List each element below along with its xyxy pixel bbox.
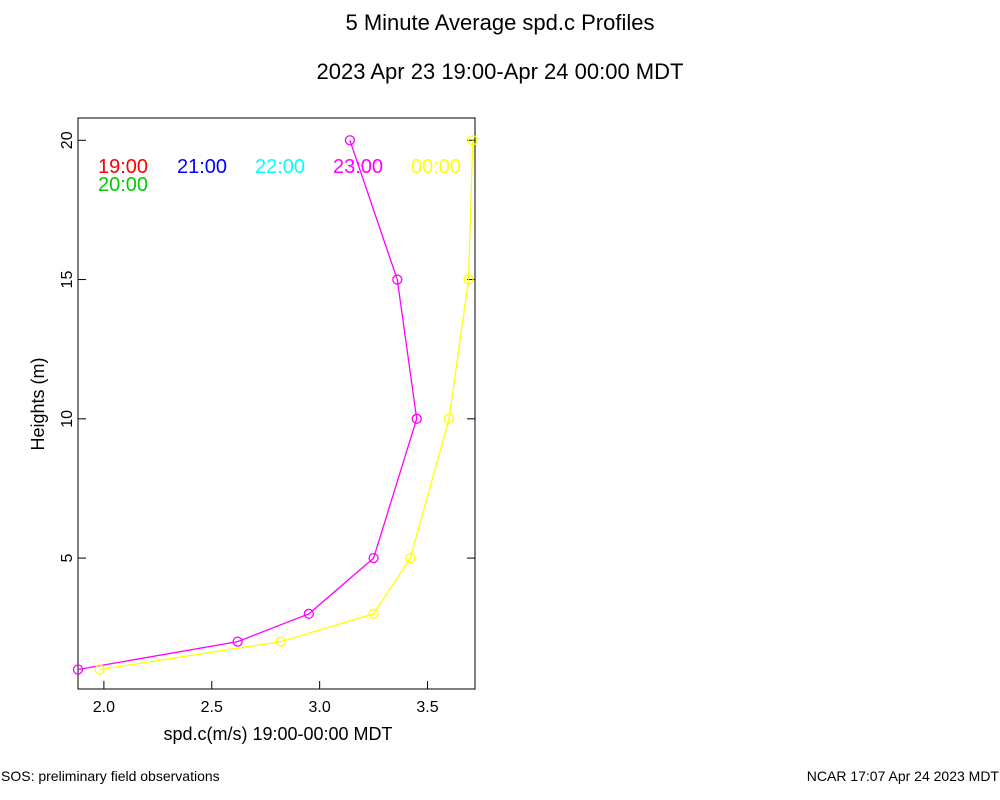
y-tick-label: 5	[59, 554, 76, 563]
series-1-point-1	[275, 636, 286, 647]
series-layer	[72, 135, 478, 675]
legend-entry-2: 22:00	[255, 156, 305, 178]
series-0-point-6	[344, 135, 356, 146]
chart-subtitle: 2023 Apr 23 19:00-Apr 24 00:00 MDT	[317, 59, 684, 84]
legend: 19:00 21:00 22:00 23:00 00:00 20:00	[98, 156, 461, 196]
x-tick-label: 2.5	[201, 699, 223, 716]
x-axis-label: spd.c(m/s) 19:00-00:00 MDT	[163, 724, 392, 744]
series-line-0	[77, 140, 418, 671]
series-0-point-1	[232, 636, 243, 647]
chart-title: 5 Minute Average spd.c Profiles	[346, 10, 655, 35]
series-1-point-2	[368, 608, 379, 619]
series-1-point-0	[94, 664, 105, 675]
series-0-point-0	[72, 664, 84, 675]
legend-entry-0: 19:00	[98, 156, 148, 178]
y-tick-label: 10	[59, 410, 76, 428]
series-0-point-5	[392, 274, 403, 285]
plot-frame	[77, 117, 476, 690]
y-tick-label: 15	[59, 271, 76, 289]
legend-entry-5: 20:00	[98, 174, 148, 196]
series-1-point-3	[405, 552, 416, 564]
x-tick-label: 3.5	[416, 699, 438, 716]
series-0-point-3	[368, 552, 379, 564]
legend-entry-1: 21:00	[177, 156, 227, 178]
y-tick-label: 20	[59, 131, 76, 149]
x-tick-label: 2.0	[93, 699, 115, 716]
series-0-point-2	[303, 608, 315, 619]
series-1-point-6	[467, 135, 478, 146]
y-axis-label: Heights (m)	[28, 357, 48, 450]
footer-right: NCAR 17:07 Apr 24 2023 MDT	[807, 768, 1000, 784]
x-axis-ticks: 2.0 2.5 3.0 3.5	[93, 681, 439, 716]
footer-left: SOS: preliminary field observations	[1, 768, 220, 784]
legend-entry-3: 23:00	[333, 156, 383, 178]
series-line-1	[99, 140, 474, 671]
series-0-point-4	[411, 413, 422, 424]
series-1-point-4	[443, 413, 455, 424]
series-1-point-5	[463, 274, 474, 285]
x-tick-label: 3.0	[309, 699, 331, 716]
legend-entry-4: 00:00	[411, 156, 461, 178]
